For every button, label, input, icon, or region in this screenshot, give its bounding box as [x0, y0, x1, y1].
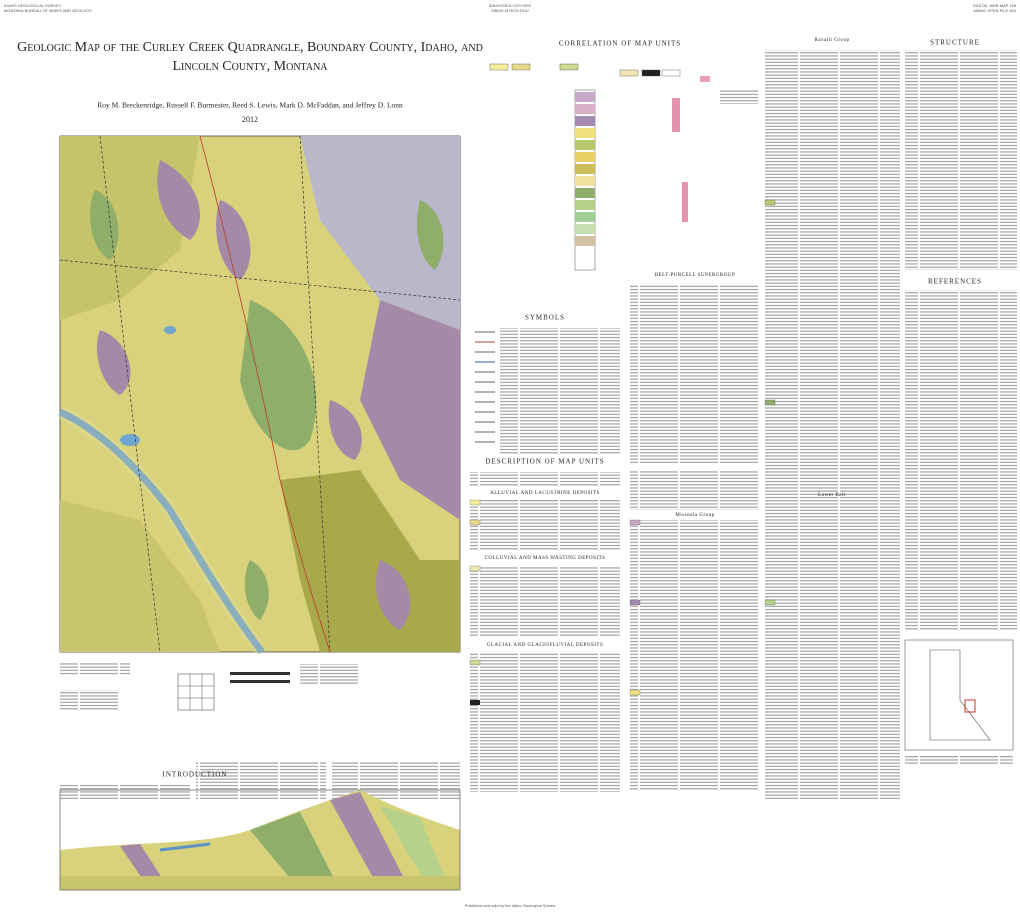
subheading: GLACIAL AND GLACIOFLUVIAL DEPOSITS	[487, 643, 604, 648]
footer: Published and sold by the Idaho Geologic…	[465, 903, 556, 908]
header-text: MBMG.MTECH.EDU	[491, 8, 528, 13]
map-title: Lincoln County, Montana	[172, 59, 328, 74]
header-text: DIGITAL WEB MAP 168	[973, 3, 1017, 8]
section-heading: DESCRIPTION OF MAP UNITS	[485, 458, 604, 466]
section-heading: CORRELATION OF MAP UNITS	[559, 40, 681, 48]
year: 2012	[242, 115, 258, 124]
unit-swatches	[469, 199, 776, 705]
header-text: MONTANA BUREAU OF MINES AND GEOLOGY	[4, 8, 92, 13]
subheading: ALLUVIAL AND LACUSTRINE DEPOSITS	[490, 491, 600, 496]
header-text: MBMG OPEN-FILE 654	[974, 8, 1017, 13]
index-map	[904, 639, 1014, 765]
authors: Roy M. Breckenridge, Russell F. Burmeste…	[97, 101, 403, 110]
subheading: Missoula Group	[675, 513, 714, 518]
map-title: Geologic Map of the Curley Creek Quadran…	[17, 40, 483, 55]
subheading: BELT-PURCELL SUPERGROUP	[655, 273, 736, 278]
subheading: COLLUVIAL AND MASS WASTING DEPOSITS	[485, 556, 606, 561]
section-heading: INTRODUCTION	[163, 771, 228, 779]
map-margin	[60, 662, 360, 711]
subheading: Ravalli Group	[815, 38, 850, 43]
symbol-icons	[475, 331, 495, 443]
text-columns	[60, 50, 1017, 800]
section-heading: SYMBOLS	[525, 314, 565, 322]
subheading: Lower Belt	[818, 493, 846, 498]
header-text: IDAHOGEOLOGY.ORG	[489, 3, 531, 8]
correlation-chart	[489, 63, 760, 271]
section-heading: STRUCTURE	[930, 39, 980, 47]
header-text: IDAHO GEOLOGICAL SURVEY	[4, 3, 62, 8]
geologic-map	[57, 135, 461, 656]
section-heading: REFERENCES	[928, 278, 982, 286]
cross-section	[59, 789, 461, 891]
